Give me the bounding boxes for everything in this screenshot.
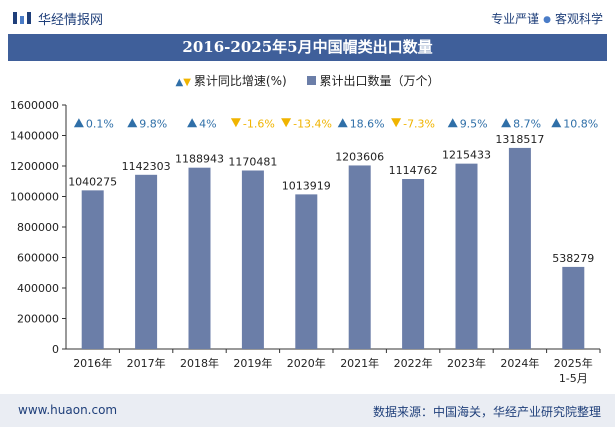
bar-value-label: 1215433	[442, 149, 491, 162]
bar-value-label: 1142303	[122, 160, 171, 173]
bar-value-label: 1318517	[495, 133, 544, 146]
x-tick-label: 2022年	[394, 356, 433, 370]
growth-value-label: 9.5%	[460, 117, 488, 130]
growth-value-label: -7.3%	[403, 117, 435, 130]
bar-value-label: 1114762	[389, 164, 438, 177]
growth-down-marker	[281, 118, 292, 128]
growth-up-marker	[187, 118, 198, 128]
data-source: 数据来源：中国海关，华经产业研究院整理	[372, 405, 601, 419]
x-tick-label: 2016年	[73, 356, 112, 370]
growth-value-label: -1.6%	[243, 117, 275, 130]
x-tick-label: 2025年 1-5月	[554, 356, 593, 385]
slogan: 专业严谨 ● 客观科学	[491, 10, 603, 27]
y-tick-label: 400000	[17, 282, 59, 295]
y-tick-label: 1200000	[10, 160, 59, 173]
bar	[81, 190, 104, 349]
legend-bar-swatch	[306, 76, 316, 85]
bar	[348, 165, 371, 349]
y-tick-label: 200000	[17, 313, 59, 326]
x-tick-label: 2023年	[447, 356, 486, 370]
growth-value-label: -13.4%	[293, 117, 332, 130]
brand-name: 华经情报网	[38, 13, 104, 28]
growth-value-label: 4%	[199, 117, 216, 130]
x-tick-label: 2018年	[180, 356, 219, 370]
bar	[508, 147, 531, 349]
legend-growth-label: 累计同比增速(%)	[193, 74, 287, 88]
bar-chart: 0 200000 400000 600000 800000 1000000 1200000 1…	[10, 99, 601, 385]
bar-value-label: 1040275	[68, 175, 117, 188]
slogan-right: 客观科学	[554, 12, 603, 26]
triangle-up-icon: ▲	[175, 77, 184, 88]
y-tick-label: 1000000	[10, 191, 59, 204]
bar-value-label: 1188943	[175, 153, 224, 166]
bar	[562, 266, 585, 349]
x-tick-label: 2021年	[340, 356, 379, 370]
growth-down-marker	[391, 118, 402, 128]
bar-value-label: 538279	[552, 252, 594, 265]
slogan-left: 专业严谨	[491, 12, 540, 26]
y-tick-label: 0	[52, 343, 59, 356]
title-bar: 2016-2025年5月中国帽类出口数量	[8, 34, 607, 61]
growth-up-marker	[337, 118, 348, 128]
legend-growth: ▲▼ 累计同比增速(%)	[175, 72, 286, 89]
legend-quantity-label: 累计出口数量（万个）	[319, 74, 440, 88]
growth-up-marker	[73, 118, 84, 128]
legend: ▲▼ 累计同比增速(%) 累计出口数量（万个）	[0, 72, 615, 92]
dot-icon: ●	[543, 15, 551, 25]
x-tick-label: 2020年	[287, 356, 326, 370]
y-tick-label: 1400000	[10, 130, 59, 143]
growth-value-label: 0.1%	[86, 117, 114, 130]
bar-value-label: 1013919	[282, 179, 331, 192]
logo-icon	[13, 12, 31, 24]
growth-value-label: 10.8%	[563, 117, 598, 130]
bar	[295, 194, 318, 349]
bar	[241, 170, 264, 349]
chart-title: 2016-2025年5月中国帽类出口数量	[182, 38, 433, 56]
growth-value-label: 8.7%	[513, 117, 541, 130]
header-bar: 华经情报网 专业严谨 ● 客观科学	[0, 0, 615, 34]
growth-value-label: 18.6%	[350, 117, 385, 130]
site-url: www.huaon.com	[18, 403, 118, 417]
bar	[455, 163, 478, 349]
bar	[188, 167, 211, 349]
footer-bar: www.huaon.com 数据来源：中国海关，华经产业研究院整理	[0, 394, 615, 427]
bar	[135, 174, 158, 349]
bar	[402, 178, 425, 349]
growth-up-marker	[551, 118, 562, 128]
y-tick-label: 1600000	[10, 99, 59, 112]
x-tick-label: 2019年	[233, 356, 272, 370]
triangle-down-icon: ▼	[183, 77, 191, 88]
bar-value-label: 1170481	[228, 156, 277, 169]
growth-up-marker	[447, 118, 458, 128]
growth-down-marker	[230, 118, 241, 128]
growth-up-marker	[127, 118, 138, 128]
y-tick-label: 600000	[17, 252, 59, 265]
growth-up-marker	[501, 118, 512, 128]
x-tick-label: 2024年	[500, 356, 539, 370]
growth-value-label: 9.8%	[139, 117, 167, 130]
bar-value-label: 1203606	[335, 150, 384, 163]
y-tick-label: 800000	[17, 221, 59, 234]
x-tick-label: 2017年	[127, 356, 166, 370]
legend-quantity: 累计出口数量（万个）	[306, 72, 440, 89]
